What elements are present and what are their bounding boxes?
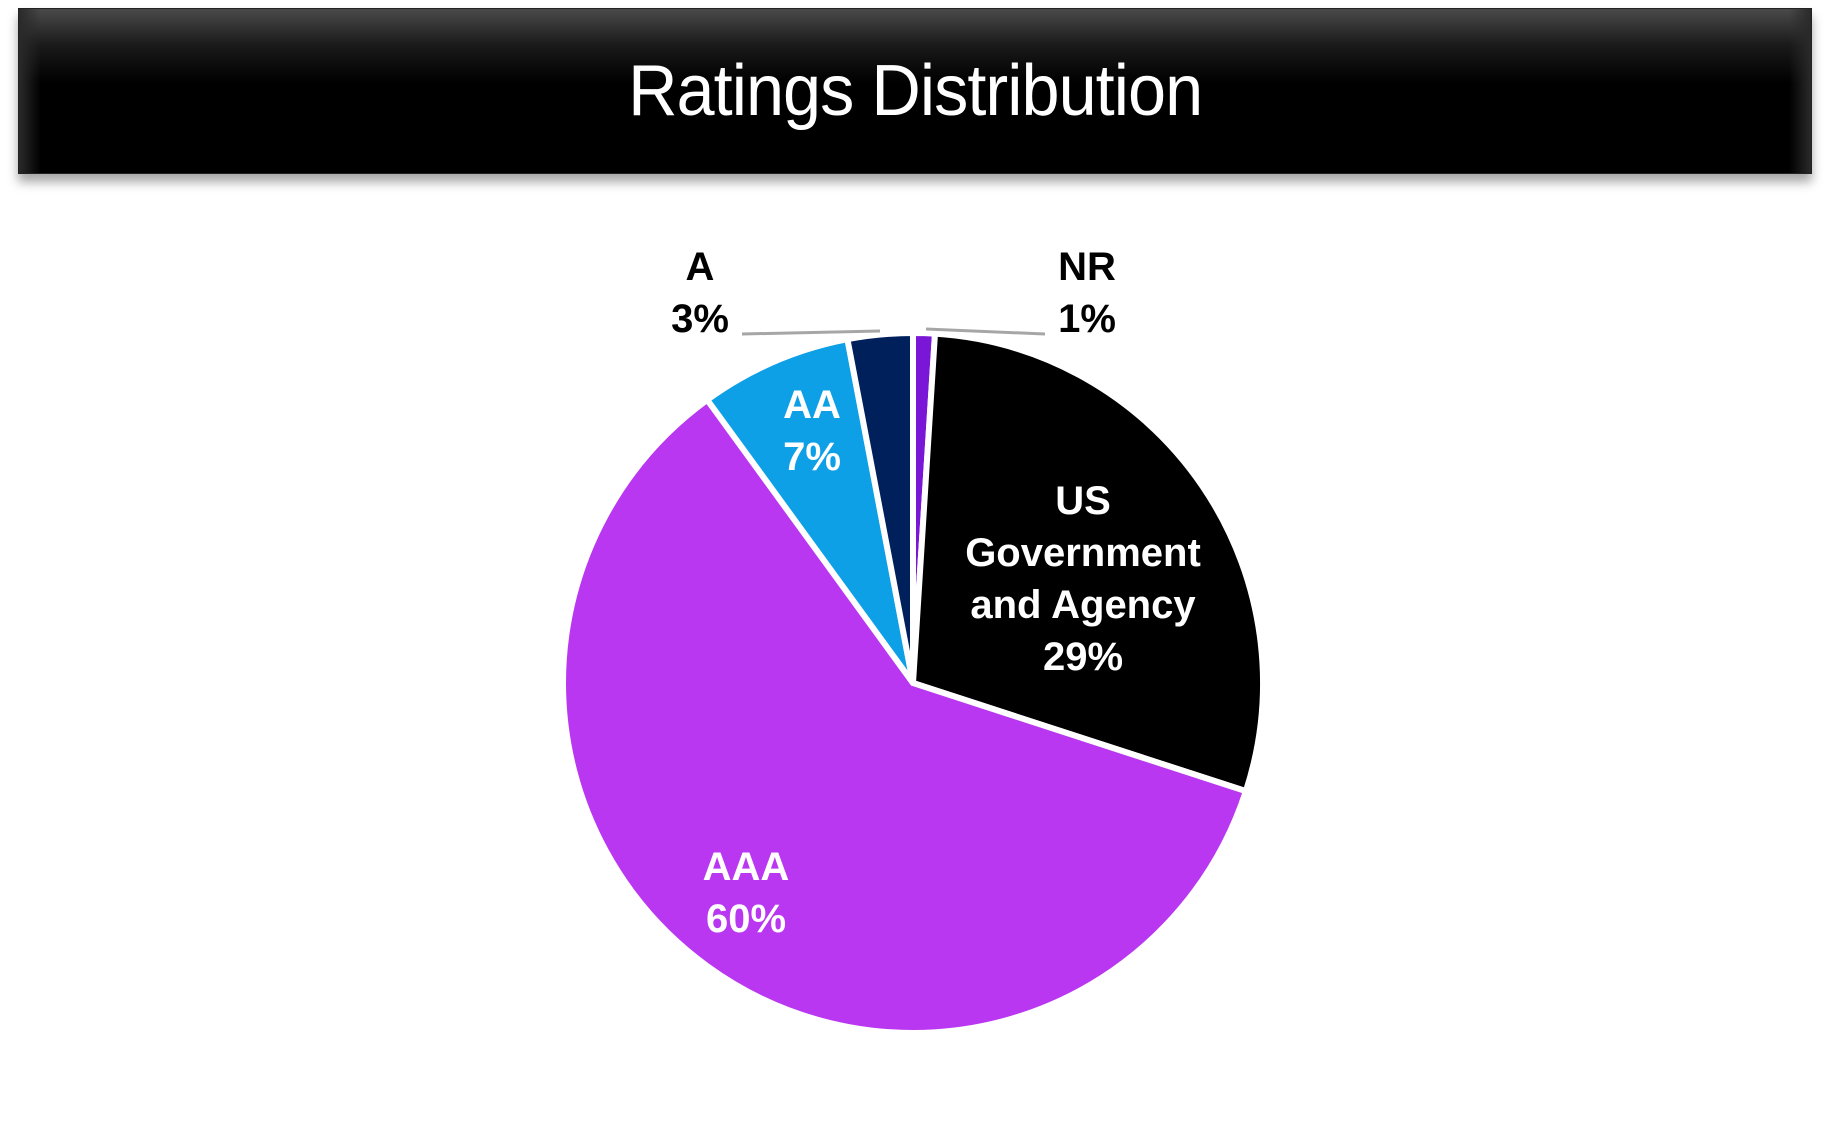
label-aa-value: 7% [783,435,841,479]
label-aaa-value: 60% [706,897,786,941]
label-a-name: A [686,245,715,289]
label-usgov-line-1: US [1055,479,1111,523]
label-usgov-line-2: Government [965,531,1201,575]
label-usgov-line-3: and Agency [970,583,1196,627]
label-usgov-value: 29% [1043,635,1123,679]
label-us-government: US Government and Agency 29% [965,479,1201,679]
leader-line-a [741,329,881,336]
pie-slice-a [844,330,916,686]
label-aa: AA 7% [783,383,841,479]
pie-slice-us-government-and-agency [910,330,1266,795]
title-banner: Ratings Distribution [18,8,1812,174]
label-aa-name: AA [783,383,841,427]
label-nr-value: 1% [1058,297,1116,341]
chart-title: Ratings Distribution [627,51,1203,131]
label-nr: NR 1% [1058,245,1116,341]
leader-line-nr [925,327,1046,336]
label-a-value: 3% [671,297,729,341]
label-aaa-name: AAA [703,845,790,889]
label-aaa: AAA 60% [703,845,790,941]
pie-slices [560,329,1266,1036]
label-nr-name: NR [1058,245,1116,289]
label-a: A 3% [671,245,729,341]
pie-slice-aaa [560,396,1249,1036]
